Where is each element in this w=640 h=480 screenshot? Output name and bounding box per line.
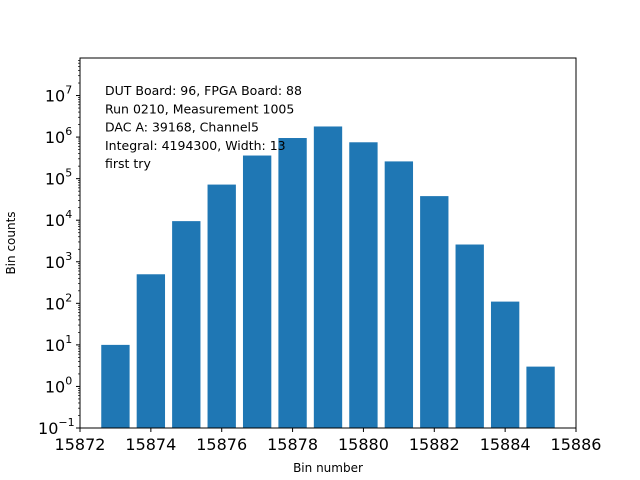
- bar-15879: [313, 126, 343, 429]
- bar-15881: [384, 161, 414, 428]
- y-tick-exponent: 5: [65, 167, 72, 180]
- y-tick-label: 10: [45, 170, 65, 189]
- x-tick-label: 15884: [480, 435, 531, 454]
- x-tick-label: 15876: [196, 435, 247, 454]
- bar-15885: [526, 366, 555, 428]
- x-tick-label: 15878: [267, 435, 318, 454]
- y-tick-exponent: 7: [65, 84, 72, 97]
- x-tick-label: 15886: [551, 435, 602, 454]
- x-axis-label: Bin number: [293, 461, 363, 475]
- y-tick-label: 10: [38, 419, 58, 438]
- bar-15875: [172, 221, 201, 428]
- y-tick-exponent: −1: [58, 416, 74, 429]
- y-tick-exponent: 3: [65, 250, 72, 263]
- annotation-line: DAC A: 39168, Channel5: [105, 120, 259, 135]
- annotation-line: Integral: 4194300, Width: 13: [105, 138, 286, 153]
- annotation-box: DUT Board: 96, FPGA Board: 88 Run 0210, M…: [105, 83, 302, 171]
- bar-15882: [420, 196, 449, 428]
- bar-15878: [278, 138, 307, 428]
- annotation-line: Run 0210, Measurement 1005: [105, 101, 294, 116]
- y-tick-exponent: 2: [65, 291, 72, 304]
- y-tick-label: 10: [45, 253, 65, 272]
- x-tick-label: 15874: [125, 435, 176, 454]
- x-tick-label: 15872: [55, 435, 106, 454]
- y-tick-exponent: 1: [65, 333, 72, 346]
- y-tick-exponent: 0: [65, 374, 72, 387]
- y-tick-label: 10: [45, 336, 65, 355]
- y-tick-label: 10: [45, 211, 65, 230]
- bar-15873: [101, 344, 130, 428]
- y-tick-exponent: 6: [65, 125, 72, 138]
- y-axis-label: Bin counts: [4, 211, 18, 274]
- plot-frame: [79, 57, 577, 429]
- x-axis-ticks: 15872 15874 15876 15878 15880 15882 15884 15886: [55, 428, 602, 454]
- x-tick-label: 15880: [338, 435, 389, 454]
- y-tick-label: 10: [45, 128, 65, 147]
- annotation-line: DUT Board: 96, FPGA Board: 88: [105, 83, 302, 98]
- y-tick-label: 10: [45, 294, 65, 313]
- bar-15884: [490, 301, 520, 428]
- y-tick-label: 10: [45, 377, 65, 396]
- bars-group: [101, 126, 555, 429]
- bar-15876: [207, 184, 236, 428]
- y-tick-exponent: 4: [65, 208, 72, 221]
- bar-15880: [349, 142, 378, 428]
- bar-15874: [136, 274, 166, 428]
- bar-15883: [455, 244, 484, 428]
- annotation-line: first try: [105, 156, 151, 171]
- bar-15877: [242, 155, 272, 428]
- x-tick-label: 15882: [409, 435, 460, 454]
- y-tick-label: 10: [45, 87, 65, 106]
